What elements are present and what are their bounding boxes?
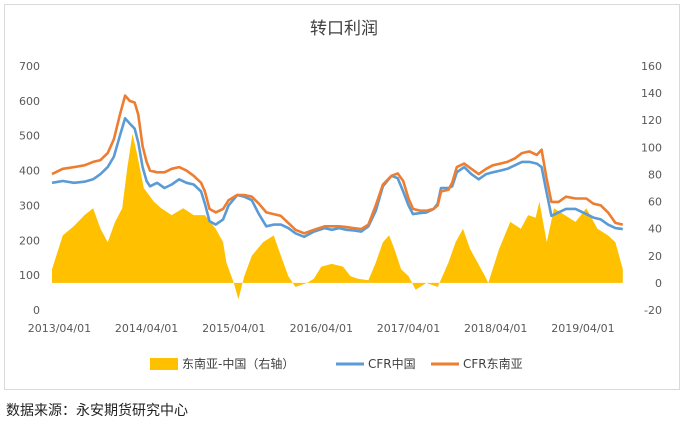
x-tick-label: 2017/04/01 [377,322,440,335]
series-area-0 [52,133,623,300]
y-left-tick-label: 200 [19,234,40,247]
y-left-tick-label: 600 [19,95,40,108]
y-right-tick-label: 40 [648,223,662,236]
x-tick-label: 2018/04/01 [464,322,527,335]
y-right-tick-label: -20 [644,304,662,317]
y-left-tick-label: 700 [19,60,40,73]
x-tick-label: 2015/04/01 [202,322,265,335]
y-left-tick-label: 300 [19,199,40,212]
y-right-tick-label: 160 [641,60,662,73]
y-right-tick-label: 120 [641,114,662,127]
y-right-tick-label: 20 [648,250,662,263]
y-right-tick-label: 60 [648,196,662,209]
legend-swatch [150,358,178,370]
legend-label: CFR中国 [368,356,416,371]
y-left-tick-label: 400 [19,165,40,178]
legend-label: CFR东南亚 [463,356,523,371]
y-right-tick-label: 140 [641,87,662,100]
x-tick-label: 2016/04/01 [290,322,353,335]
y-right-tick-label: 100 [641,141,662,154]
x-tick-label: 2014/04/01 [115,322,178,335]
x-tick-label: 2013/04/01 [28,322,91,335]
series-line-1 [51,117,623,239]
x-tick-label: 2019/04/01 [551,322,614,335]
series-line-2 [51,94,624,235]
y-right-tick-label: 0 [655,277,662,290]
legend-label: 东南亚-中国（右轴） [182,356,294,371]
y-left-tick-label: 500 [19,130,40,143]
chart-frame [4,4,680,390]
chart-svg: 转口利润 0 100 200 300 400 500 600 700 -20 0 20 40 60 80 10… [19,19,662,371]
source-note: 数据来源：永安期货研究中心 [6,403,188,419]
y-left-tick-label: 100 [19,269,40,282]
y-right-tick-label: 80 [648,168,662,181]
y-left-tick-label: 0 [33,304,40,317]
chart-title: 转口利润 [310,19,378,39]
